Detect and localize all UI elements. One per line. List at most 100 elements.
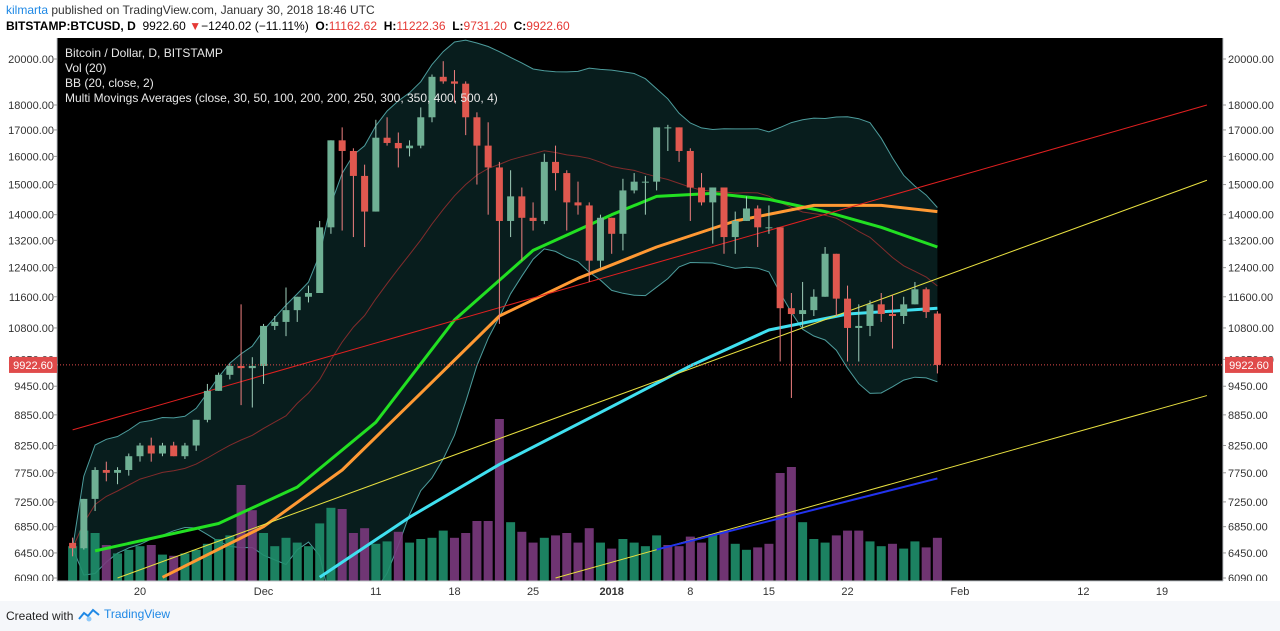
candle-body <box>394 142 402 149</box>
volume-bar <box>348 533 358 581</box>
legend-entry: Multi Movings Averages (close, 30, 50, 1… <box>65 91 498 105</box>
volume-bar <box>685 536 695 581</box>
legend-entry: BB (20, close, 2) <box>65 76 154 90</box>
volume-bar <box>708 534 718 581</box>
y-tick-label: 7250.00 <box>1228 497 1268 509</box>
volume-bar <box>607 548 617 581</box>
publish-header: kilmarta published on TradingView.com, J… <box>0 0 1280 38</box>
candle-body <box>462 83 470 118</box>
volume-bar <box>270 546 280 581</box>
candle-body <box>540 161 548 221</box>
volume-bar <box>820 542 830 581</box>
candle-body <box>563 173 571 203</box>
x-tick-label: 19 <box>1156 586 1168 598</box>
price-chart[interactable]: 20000.00 18000.00 17000.00 16000.00 15000.00… <box>0 38 1280 601</box>
y-tick-label: 20000.00 <box>1228 54 1274 66</box>
publisher-username[interactable]: kilmarta <box>6 3 49 17</box>
volume-bar <box>775 473 785 581</box>
candle-body <box>832 253 840 299</box>
volume-bar <box>697 542 707 581</box>
candle-body <box>349 150 357 176</box>
x-tick-label: 8 <box>687 586 693 598</box>
tradingview-brand: TradingView <box>104 607 171 621</box>
candle-body <box>574 202 582 206</box>
volume-bar <box>854 530 864 581</box>
close-label: C: <box>513 19 527 33</box>
last-price-tag-right <box>1225 356 1273 373</box>
time-axis[interactable]: 20 Dec 11 18 25 2018 8 15 22 Feb 12 19 <box>0 580 1280 601</box>
footer: Created with TradingView <box>0 601 1280 631</box>
candle-body <box>720 187 728 238</box>
candle-body <box>675 127 683 151</box>
volume-bar <box>876 546 886 581</box>
volume-bar <box>528 542 538 581</box>
volume-bar <box>551 535 561 581</box>
volume-bar <box>517 531 527 581</box>
candle-body <box>69 542 77 549</box>
low-label: L: <box>452 19 464 33</box>
legend-entry: Bitcoin / Dollar, D, BITSTAMP <box>65 46 223 60</box>
volume-bar <box>472 521 482 581</box>
trend-line <box>117 179 1208 579</box>
price-axis-left[interactable]: 20000.00 18000.00 17000.00 16000.00 15000.00… <box>0 38 58 585</box>
low-value: 9731.20 <box>463 19 507 33</box>
y-tick-label: 6850.00 <box>1228 522 1268 534</box>
candle-body <box>653 127 661 182</box>
volume-bar <box>584 528 594 581</box>
y-tick-label: 9450.00 <box>1228 381 1268 393</box>
volume-bar <box>405 542 415 581</box>
volume-bar <box>315 523 325 581</box>
y-tick-label: 15000.00 <box>8 180 54 192</box>
volume-bar <box>371 543 381 581</box>
volume-bar <box>225 535 235 581</box>
open-label: O: <box>315 19 329 33</box>
candle-body <box>810 296 818 311</box>
volume-bar <box>640 546 650 581</box>
volume-bar <box>719 530 729 581</box>
volume-bar <box>674 546 684 581</box>
y-tick-label: 20000.00 <box>8 54 54 66</box>
candle-body <box>114 469 122 473</box>
last-price-label-left: 9922.60 <box>13 360 53 372</box>
volume-bar <box>292 542 302 581</box>
volume-bar <box>753 547 763 581</box>
candle-body <box>450 81 458 84</box>
candle-body <box>754 208 762 228</box>
candle-body <box>821 253 829 297</box>
candle-body <box>495 167 503 221</box>
candle-body <box>585 205 593 261</box>
price-change: −1240.02 (−11.11%) <box>201 19 309 33</box>
candle-body <box>709 187 717 203</box>
y-tick-label: 15000.00 <box>1228 180 1274 192</box>
volume-bar <box>663 545 673 581</box>
candle-body <box>327 140 335 228</box>
volume-bar <box>79 530 89 581</box>
volume-bar <box>786 467 796 581</box>
x-tick-label: Dec <box>254 586 274 598</box>
y-tick-label: 12400.00 <box>1228 263 1274 275</box>
x-tick-label: 18 <box>448 586 460 598</box>
candle-body <box>361 175 369 212</box>
candle-body <box>136 445 144 457</box>
tradingview-link[interactable]: TradingView <box>78 607 170 622</box>
candle-body <box>664 127 672 129</box>
trend-line <box>656 477 938 551</box>
volume-bars <box>68 419 942 581</box>
volume-bar <box>90 533 100 581</box>
moving-average-line <box>94 191 938 553</box>
price-axis-right[interactable]: 20000.00 18000.00 17000.00 16000.00 15000.00… <box>1222 38 1280 585</box>
candle-body <box>316 227 324 294</box>
candle-body <box>686 150 694 188</box>
candle-body <box>215 374 223 391</box>
y-tick-label: 16000.00 <box>1228 151 1274 163</box>
y-tick-label: 11600.00 <box>1228 292 1273 304</box>
open-value: 11162.62 <box>328 19 378 33</box>
y-tick-label: 7250.00 <box>14 497 54 509</box>
candle-body <box>181 445 189 457</box>
candle-body <box>484 145 492 168</box>
volume-bar <box>157 554 167 581</box>
candle-body <box>147 445 155 454</box>
y-tick-label: 13200.00 <box>8 235 54 247</box>
x-tick-label: 12 <box>1077 586 1089 598</box>
y-tick-label: 8250.00 <box>14 441 54 453</box>
